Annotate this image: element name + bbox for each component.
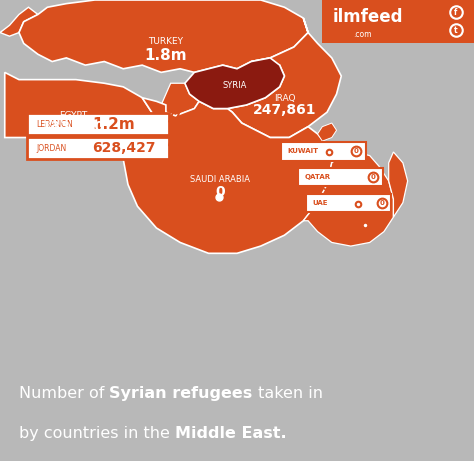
Text: SAUDI ARABIA: SAUDI ARABIA	[191, 175, 250, 183]
Polygon shape	[123, 98, 332, 254]
Text: 133,000: 133,000	[42, 120, 105, 135]
Text: Syrian refugees: Syrian refugees	[109, 386, 253, 401]
Text: 0: 0	[371, 174, 375, 180]
Text: t: t	[454, 26, 458, 35]
Text: KUWAIT: KUWAIT	[288, 148, 319, 154]
Text: EGYPT: EGYPT	[59, 111, 88, 119]
Polygon shape	[185, 58, 284, 109]
Polygon shape	[318, 123, 337, 141]
Text: SYRIA: SYRIA	[222, 81, 247, 89]
FancyBboxPatch shape	[281, 142, 366, 161]
Text: 247,861: 247,861	[253, 103, 316, 118]
Text: IRAQ: IRAQ	[273, 94, 295, 103]
Polygon shape	[303, 152, 393, 246]
Text: QATAR: QATAR	[304, 174, 330, 180]
Text: Middle East.: Middle East.	[175, 426, 287, 441]
Text: by countries in the: by countries in the	[19, 426, 175, 441]
Text: f: f	[454, 8, 458, 17]
Polygon shape	[228, 18, 341, 137]
Text: taken in: taken in	[253, 386, 323, 401]
Polygon shape	[19, 0, 308, 72]
Polygon shape	[161, 83, 199, 116]
Text: 1.8m: 1.8m	[145, 47, 187, 63]
Text: UAE: UAE	[313, 200, 328, 206]
Text: 0: 0	[379, 200, 384, 206]
Text: .com: .com	[353, 30, 372, 39]
FancyBboxPatch shape	[322, 0, 474, 43]
Text: JORDAN: JORDAN	[36, 143, 66, 153]
FancyBboxPatch shape	[306, 194, 391, 213]
FancyBboxPatch shape	[27, 137, 169, 159]
Text: 0: 0	[354, 148, 359, 154]
FancyBboxPatch shape	[27, 113, 169, 136]
Text: 1.2m: 1.2m	[92, 117, 135, 132]
Polygon shape	[0, 7, 38, 36]
Text: 628,427: 628,427	[92, 141, 156, 155]
Polygon shape	[389, 152, 408, 217]
FancyBboxPatch shape	[298, 167, 383, 186]
Polygon shape	[5, 72, 152, 145]
Text: 0: 0	[216, 185, 225, 199]
Text: ilmfeed: ilmfeed	[333, 8, 403, 26]
Text: LEBANON: LEBANON	[36, 119, 73, 129]
Text: Number of: Number of	[19, 386, 109, 401]
Text: TURKEY: TURKEY	[148, 37, 183, 46]
